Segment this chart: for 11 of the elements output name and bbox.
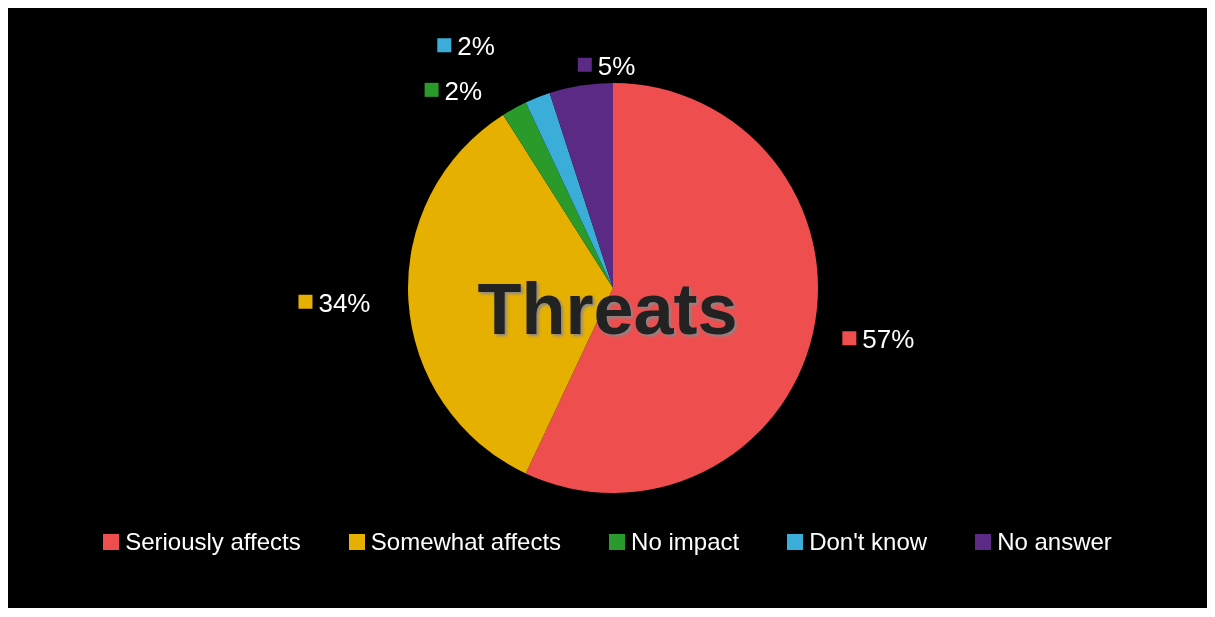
legend-label: Don't know bbox=[809, 528, 928, 556]
data-label: 5% bbox=[597, 50, 636, 81]
data-label: 57% bbox=[862, 324, 915, 355]
data-label: 2% bbox=[444, 75, 483, 106]
legend-label: Seriously affects bbox=[125, 528, 301, 556]
legend-label: No answer bbox=[997, 528, 1112, 556]
data-label: 34% bbox=[318, 287, 371, 318]
legend-label: Somewhat affects bbox=[370, 528, 562, 556]
data-label: 2% bbox=[457, 31, 495, 62]
text: Threats bbox=[477, 269, 738, 349]
legend-label: No impact bbox=[631, 528, 740, 556]
